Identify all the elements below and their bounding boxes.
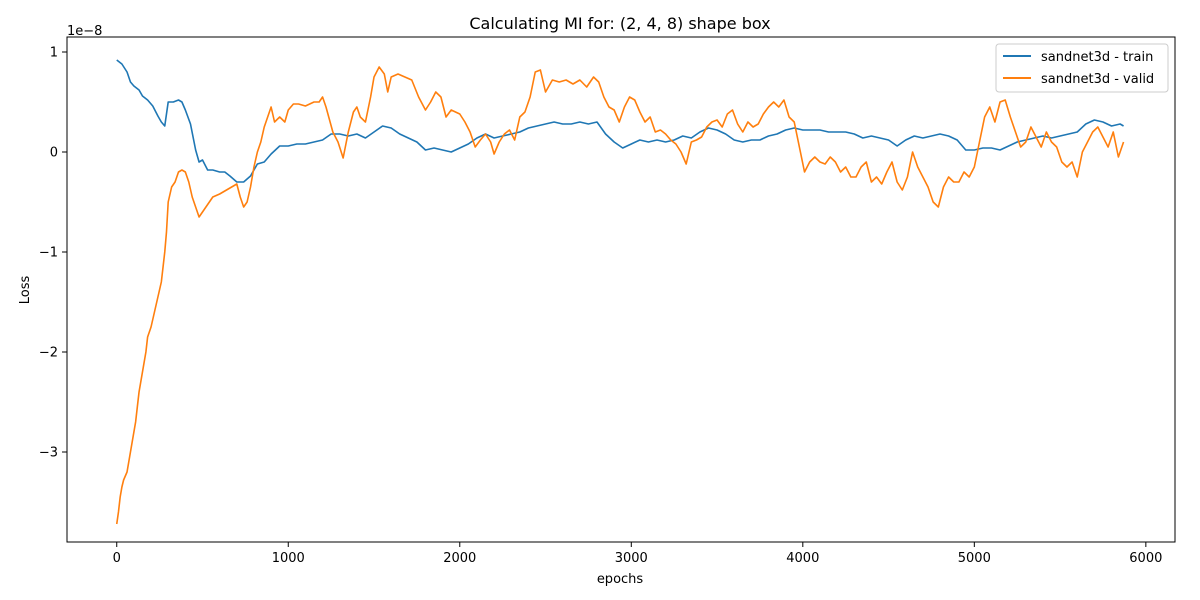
y-axis-offset-text: 1e−8 — [67, 24, 102, 39]
chart-title: Calculating MI for: (2, 4, 8) shape box — [469, 14, 770, 33]
y-tick-label: −1 — [39, 246, 58, 261]
legend: sandnet3d - train sandnet3d - valid — [995, 43, 1169, 93]
x-tick-label: 6000 — [1129, 551, 1162, 566]
y-axis-label: Loss — [18, 276, 33, 305]
plot-frame — [66, 36, 1176, 543]
series-line-train — [116, 59, 1124, 183]
series-line-valid — [115, 66, 1125, 525]
y-tick-label: 1 — [50, 46, 58, 61]
legend-box — [995, 43, 1169, 93]
x-tick-label: 5000 — [958, 551, 991, 566]
x-axis: 0 1000 2000 3000 4000 5000 6000 — [113, 542, 1162, 566]
y-axis: 1 0 −1 −2 −3 — [39, 46, 67, 461]
x-tick-label: 4000 — [786, 551, 819, 566]
x-tick-label: 3000 — [615, 551, 648, 566]
legend-label: sandnet3d - train — [1041, 50, 1153, 65]
x-tick-label: 0 — [113, 551, 121, 566]
x-axis-label: epochs — [597, 572, 644, 587]
y-tick-label: −2 — [39, 346, 58, 361]
x-tick-label: 2000 — [443, 551, 476, 566]
legend-label: sandnet3d - valid — [1041, 72, 1154, 87]
x-tick-label: 1000 — [272, 551, 305, 566]
y-tick-label: −3 — [39, 446, 58, 461]
series-layer — [115, 59, 1125, 525]
plot-area — [66, 36, 1176, 543]
y-tick-label: 0 — [50, 146, 58, 161]
